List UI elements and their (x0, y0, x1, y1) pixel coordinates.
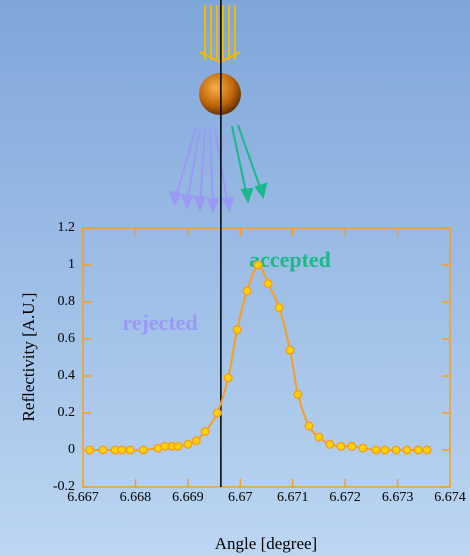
data-point (348, 443, 356, 451)
y-tick-label: 0.2 (58, 405, 76, 420)
x-tick-label: 6.673 (382, 490, 414, 505)
data-point (174, 443, 182, 451)
data-point (294, 391, 302, 399)
y-tick-label: 0.8 (58, 294, 76, 309)
y-tick-label: -0.2 (53, 479, 75, 494)
y-tick-label: 0.6 (58, 331, 76, 346)
data-point (233, 326, 241, 334)
x-axis-title: Angle [degree] (215, 534, 317, 553)
x-tick-label: 6.669 (172, 490, 204, 505)
data-point (224, 374, 232, 382)
data-point (192, 437, 200, 445)
data-point (423, 446, 431, 454)
y-tick-label: 1.2 (58, 220, 76, 235)
x-tick-label: 6.672 (329, 490, 361, 505)
data-point (337, 443, 345, 451)
data-point (392, 446, 400, 454)
data-point (99, 446, 107, 454)
y-tick-label: 0 (68, 442, 75, 457)
data-point (326, 441, 334, 449)
data-point (161, 443, 169, 451)
data-point (243, 287, 251, 295)
x-tick-label: 6.671 (277, 490, 309, 505)
y-axis-title: Reflectivity [A.U.] (19, 293, 38, 422)
data-point (184, 441, 192, 449)
data-point (201, 428, 209, 436)
x-tick-label: 6.674 (434, 490, 466, 505)
y-tick-label: 0.4 (58, 368, 76, 383)
y-tick-label: 1 (68, 257, 75, 272)
annotation: rejected (122, 310, 197, 335)
data-point (139, 446, 147, 454)
chart: accepted rejected Angle [degree] Reflect… (0, 0, 470, 556)
data-point (213, 409, 221, 417)
data-point (372, 446, 380, 454)
data-point (254, 261, 262, 269)
data-point (126, 446, 134, 454)
data-point (359, 444, 367, 452)
data-point (315, 433, 323, 441)
data-point (86, 446, 94, 454)
x-tick-label: 6.668 (120, 490, 152, 505)
data-point (118, 446, 126, 454)
data-point (286, 346, 294, 354)
data-point (305, 422, 313, 430)
data-point (381, 446, 389, 454)
data-point (275, 304, 283, 312)
data-point (414, 446, 422, 454)
data-point (403, 446, 411, 454)
x-tick-label: 6.67 (228, 490, 253, 505)
data-point (264, 280, 272, 288)
